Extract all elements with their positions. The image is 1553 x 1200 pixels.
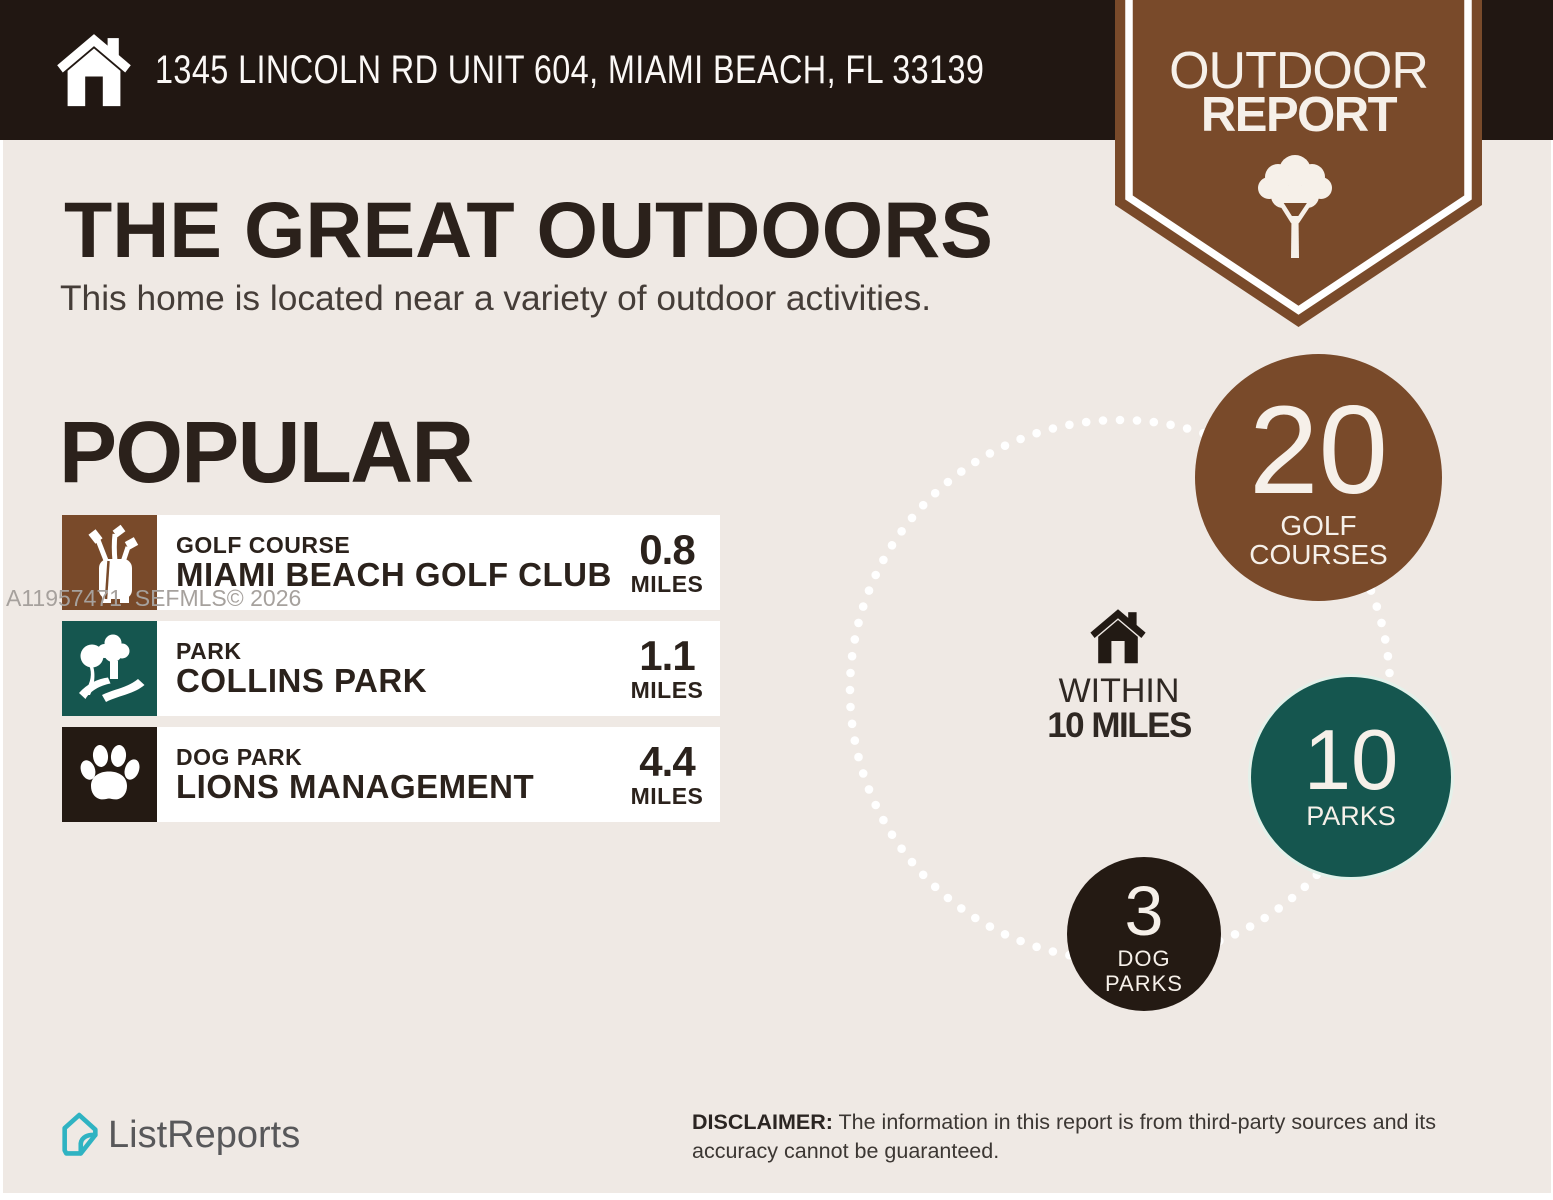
svg-text:REPORT: REPORT (1201, 88, 1398, 142)
svg-text:OUTDOOR: OUTDOOR (1169, 42, 1428, 100)
